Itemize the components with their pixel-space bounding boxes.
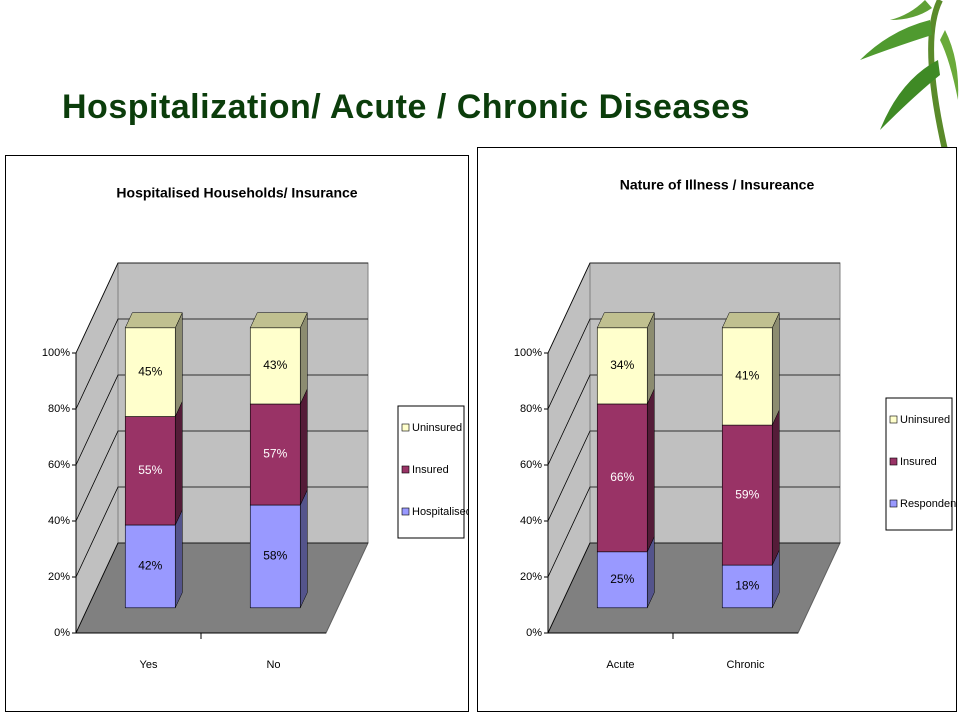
y-tick-label: 20% [520,571,542,583]
bar-top [249,312,308,329]
bamboo-decoration [860,0,959,150]
data-label: 57% [263,447,287,461]
legend-label: Uninsured [900,414,950,426]
data-label: 41% [735,369,759,383]
bar-side [175,312,183,417]
x-tick-label: No [266,659,280,671]
data-label: 34% [610,358,634,372]
data-label: 66% [610,470,634,484]
bar-side [300,489,308,608]
bar-side [647,312,655,405]
bar [124,524,176,609]
slide-title: Hospitalization/ Acute / Chronic Disease… [62,88,751,126]
data-label: 25% [610,572,634,586]
y-tick-label: 80% [48,403,70,415]
legend-label: Uninsured [412,422,462,434]
data-label: 43% [263,358,287,372]
bar [721,327,773,426]
legend-label: Insured [900,456,937,468]
y-tick-label: 20% [48,571,70,583]
x-tick-label: Chronic [727,659,765,671]
legend-label: Insured [412,464,449,476]
chart-frame: Nature of Illness / Insureance 0% 20% 40% 60… [477,147,960,712]
y-tick-label: 0% [54,627,70,639]
data-label: 59% [735,487,759,501]
bar-side [772,409,780,566]
bar-top [596,312,655,329]
data-label: 42% [138,559,162,573]
chart: Nature of Illness / Insureance 0% 20% 40% 60… [514,177,960,671]
bar-top [124,312,183,329]
chart-title: Hospitalised Households/ Insurance [116,185,357,201]
bar [721,564,773,609]
bar-side [175,509,183,608]
grid-line [75,262,368,354]
bar [721,424,773,566]
bar [249,504,301,609]
y-tick-label: 80% [520,403,542,415]
legend-swatch [889,499,898,508]
data-label: 58% [263,549,287,563]
legend-label: Respondents [900,498,956,510]
bar-side [300,312,308,405]
legend-label: Hospitalised [412,506,468,518]
y-tick-label: 40% [48,515,70,527]
grid-line [547,262,840,354]
bar [249,327,301,405]
floor [547,542,841,634]
y-tick-label: 60% [48,459,70,471]
data-label: 45% [138,364,162,378]
y-tick-label: 100% [42,347,70,359]
data-label: 55% [138,463,162,477]
chart-frame: Hospitalised Households/ Insurance 0% 20% 4… [5,155,472,712]
bar [596,551,648,609]
x-tick-label: Acute [606,659,634,671]
y-tick-label: 0% [526,627,542,639]
bar-side [300,388,308,506]
x-tick-label: Yes [140,659,158,671]
bar [124,327,176,417]
bar [124,416,176,526]
legend-swatch [401,465,410,474]
y-tick-label: 60% [520,459,542,471]
bar-top [721,312,780,329]
bar-side [772,312,780,426]
chart: Hospitalised Households/ Insurance 0% 20% 4… [42,185,472,671]
bar-side [647,388,655,552]
bar-side [175,401,183,526]
y-tick-label: 40% [520,515,542,527]
bar [249,403,301,506]
legend-swatch [401,507,410,516]
data-label: 18% [735,579,759,593]
legend-swatch [889,415,898,424]
legend-swatch [889,457,898,466]
floor [75,542,369,634]
y-tick-label: 100% [514,347,542,359]
chart-title: Nature of Illness / Insureance [620,177,815,193]
bar [596,327,648,405]
legend-swatch [401,423,410,432]
bar [596,403,648,553]
